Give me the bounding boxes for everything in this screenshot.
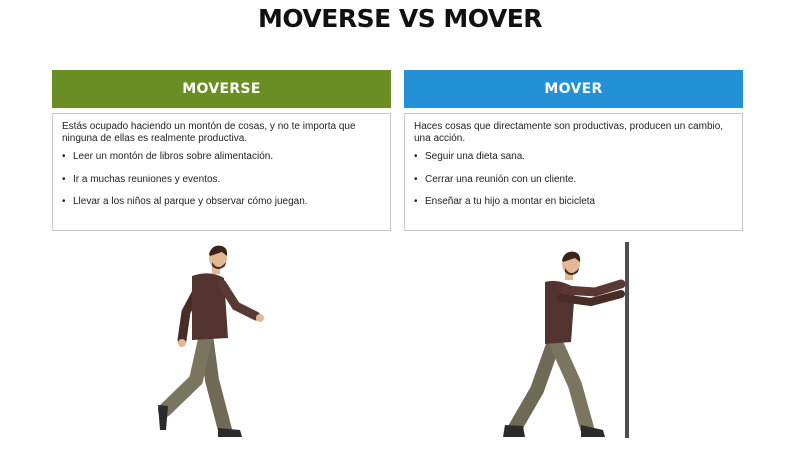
pushing-wall-man-illustration [495,240,635,445]
card-mover: MOVER Haces cosas que directamente son p… [404,70,743,231]
list-item: Seguir una dieta sana. [414,151,734,163]
list-item: Ir a muchas reuniones y eventos. [62,174,382,186]
list-item: Cerrar una reunión con un cliente. [414,174,734,186]
page-title: MOVERSE VS MOVER [257,4,543,33]
bullet-list: Seguir una dieta sana. Cerrar una reunió… [414,151,734,208]
walking-man-illustration [150,240,270,445]
card-description: Haces cosas que directamente son product… [414,121,724,144]
list-item: Leer un montón de libros sobre alimentac… [62,151,382,163]
card-description: Estás ocupado haciendo un montón de cosa… [62,121,356,144]
card-body-moverse: Estás ocupado haciendo un montón de cosa… [52,113,391,231]
bullet-list: Leer un montón de libros sobre alimentac… [62,151,382,208]
list-item: Enseñar a tu hijo a montar en bicicleta [414,196,734,208]
list-item: Llevar a los niños al parque y observar … [62,196,382,208]
card-body-mover: Haces cosas que directamente son product… [404,113,743,231]
card-header-mover: MOVER [404,70,743,108]
card-header-moverse: MOVERSE [52,70,391,108]
card-moverse: MOVERSE Estás ocupado haciendo un montón… [52,70,391,231]
